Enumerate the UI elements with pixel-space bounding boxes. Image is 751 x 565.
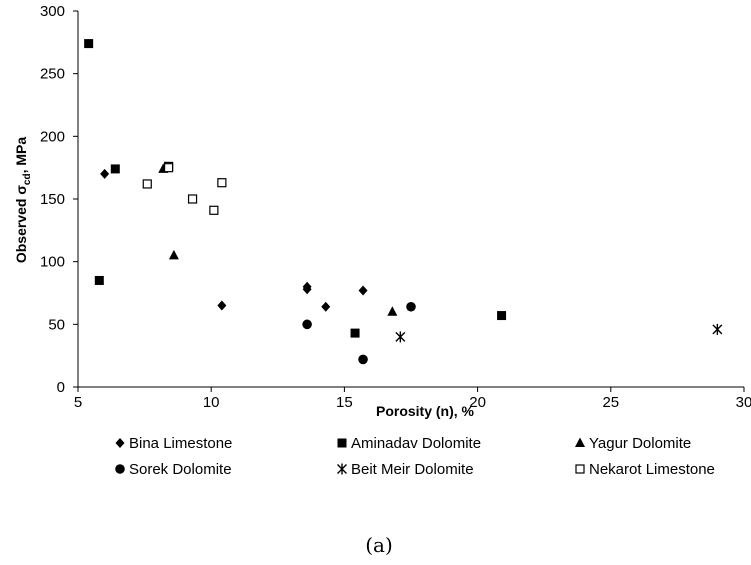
point-bina-limestone [321,301,331,312]
point-nekarot-limestone [209,205,219,215]
x-tick-label: 30 [736,394,751,411]
legend-marker-aminadav-dolomite [337,438,347,448]
y-axis-title-prefix: Observed σ [13,185,29,263]
legend-label: Aminadav Dolomite [351,435,481,452]
x-axis-title: Porosity (n), % [376,403,475,419]
y-axis-ticks: 0 50 100 150 200 250 300 [40,3,78,396]
legend-marker-sorek-dolomite [115,464,125,474]
plot-area: 5 10 15 20 25 30 0 50 100 150 200 250 300 [40,3,751,411]
y-axis-title-suffix: , MPa [13,137,29,174]
y-tick-label: 100 [40,254,65,271]
point-bina-limestone [217,300,227,311]
legend-item-yagur-dolomite: Yagur Dolomite [575,435,691,452]
y-tick-label: 200 [40,128,65,145]
point-nekarot-limestone [187,194,198,204]
y-tick-label: 50 [48,316,65,333]
y-tick-label: 300 [40,3,65,20]
legend-item-nekarot-limestone: Nekarot Limestone [575,461,715,478]
y-tick-label: 0 [57,379,65,396]
point-yagur-dolomite [387,306,398,316]
point-beit-meir-dolomite [712,323,723,335]
x-tick-label: 20 [469,394,486,411]
legend-item-aminadav-dolomite: Aminadav Dolomite [337,435,481,452]
point-nekarot-limestone [217,178,227,188]
figure-caption: (a) [365,533,393,557]
y-tick-label: 150 [40,191,65,208]
x-tick-label: 10 [203,394,220,411]
x-tick-label: 15 [336,394,353,411]
legend-marker-beit-meir-dolomite [337,463,347,475]
point-beit-meir-dolomite [395,331,406,343]
point-sorek-dolomite [406,301,416,312]
point-bina-limestone [358,285,368,296]
legend-marker-nekarot-limestone [575,464,585,474]
point-aminadav-dolomite [350,328,360,338]
legend: Bina Limestone Aminadav Dolomite Yagur Dol… [115,435,715,478]
legend-item-beit-meir-dolomite: Beit Meir Dolomite [337,461,474,478]
point-aminadav-dolomite [84,39,94,49]
point-bina-limestone [100,168,110,179]
point-aminadav-dolomite [497,311,507,321]
legend-item-sorek-dolomite: Sorek Dolomite [115,461,232,478]
legend-marker-yagur-dolomite [575,437,585,447]
x-axis-ticks: 5 10 15 20 25 30 [74,387,751,411]
legend-label: Beit Meir Dolomite [351,461,474,478]
x-tick-label: 5 [74,394,82,411]
point-nekarot-limestone [142,179,152,189]
legend-marker-bina-limestone [115,438,125,448]
y-tick-label: 250 [40,66,65,83]
y-axis-title-subscript: cd [22,173,33,185]
point-sorek-dolomite [358,354,368,365]
point-aminadav-dolomite [110,164,120,174]
legend-label: Sorek Dolomite [129,461,232,478]
legend-label: Yagur Dolomite [589,435,691,452]
legend-label: Nekarot Limestone [589,461,715,478]
y-axis-title: Observed σcd, MPa [13,137,33,264]
point-bina-limestone [302,284,312,295]
point-aminadav-dolomite [94,275,104,285]
point-sorek-dolomite [302,319,312,330]
legend-item-bina-limestone: Bina Limestone [115,435,232,452]
legend-label: Bina Limestone [129,435,232,452]
x-tick-label: 25 [602,394,619,411]
point-nekarot-limestone [163,163,174,173]
point-yagur-dolomite [168,249,179,260]
data-points [84,39,723,365]
